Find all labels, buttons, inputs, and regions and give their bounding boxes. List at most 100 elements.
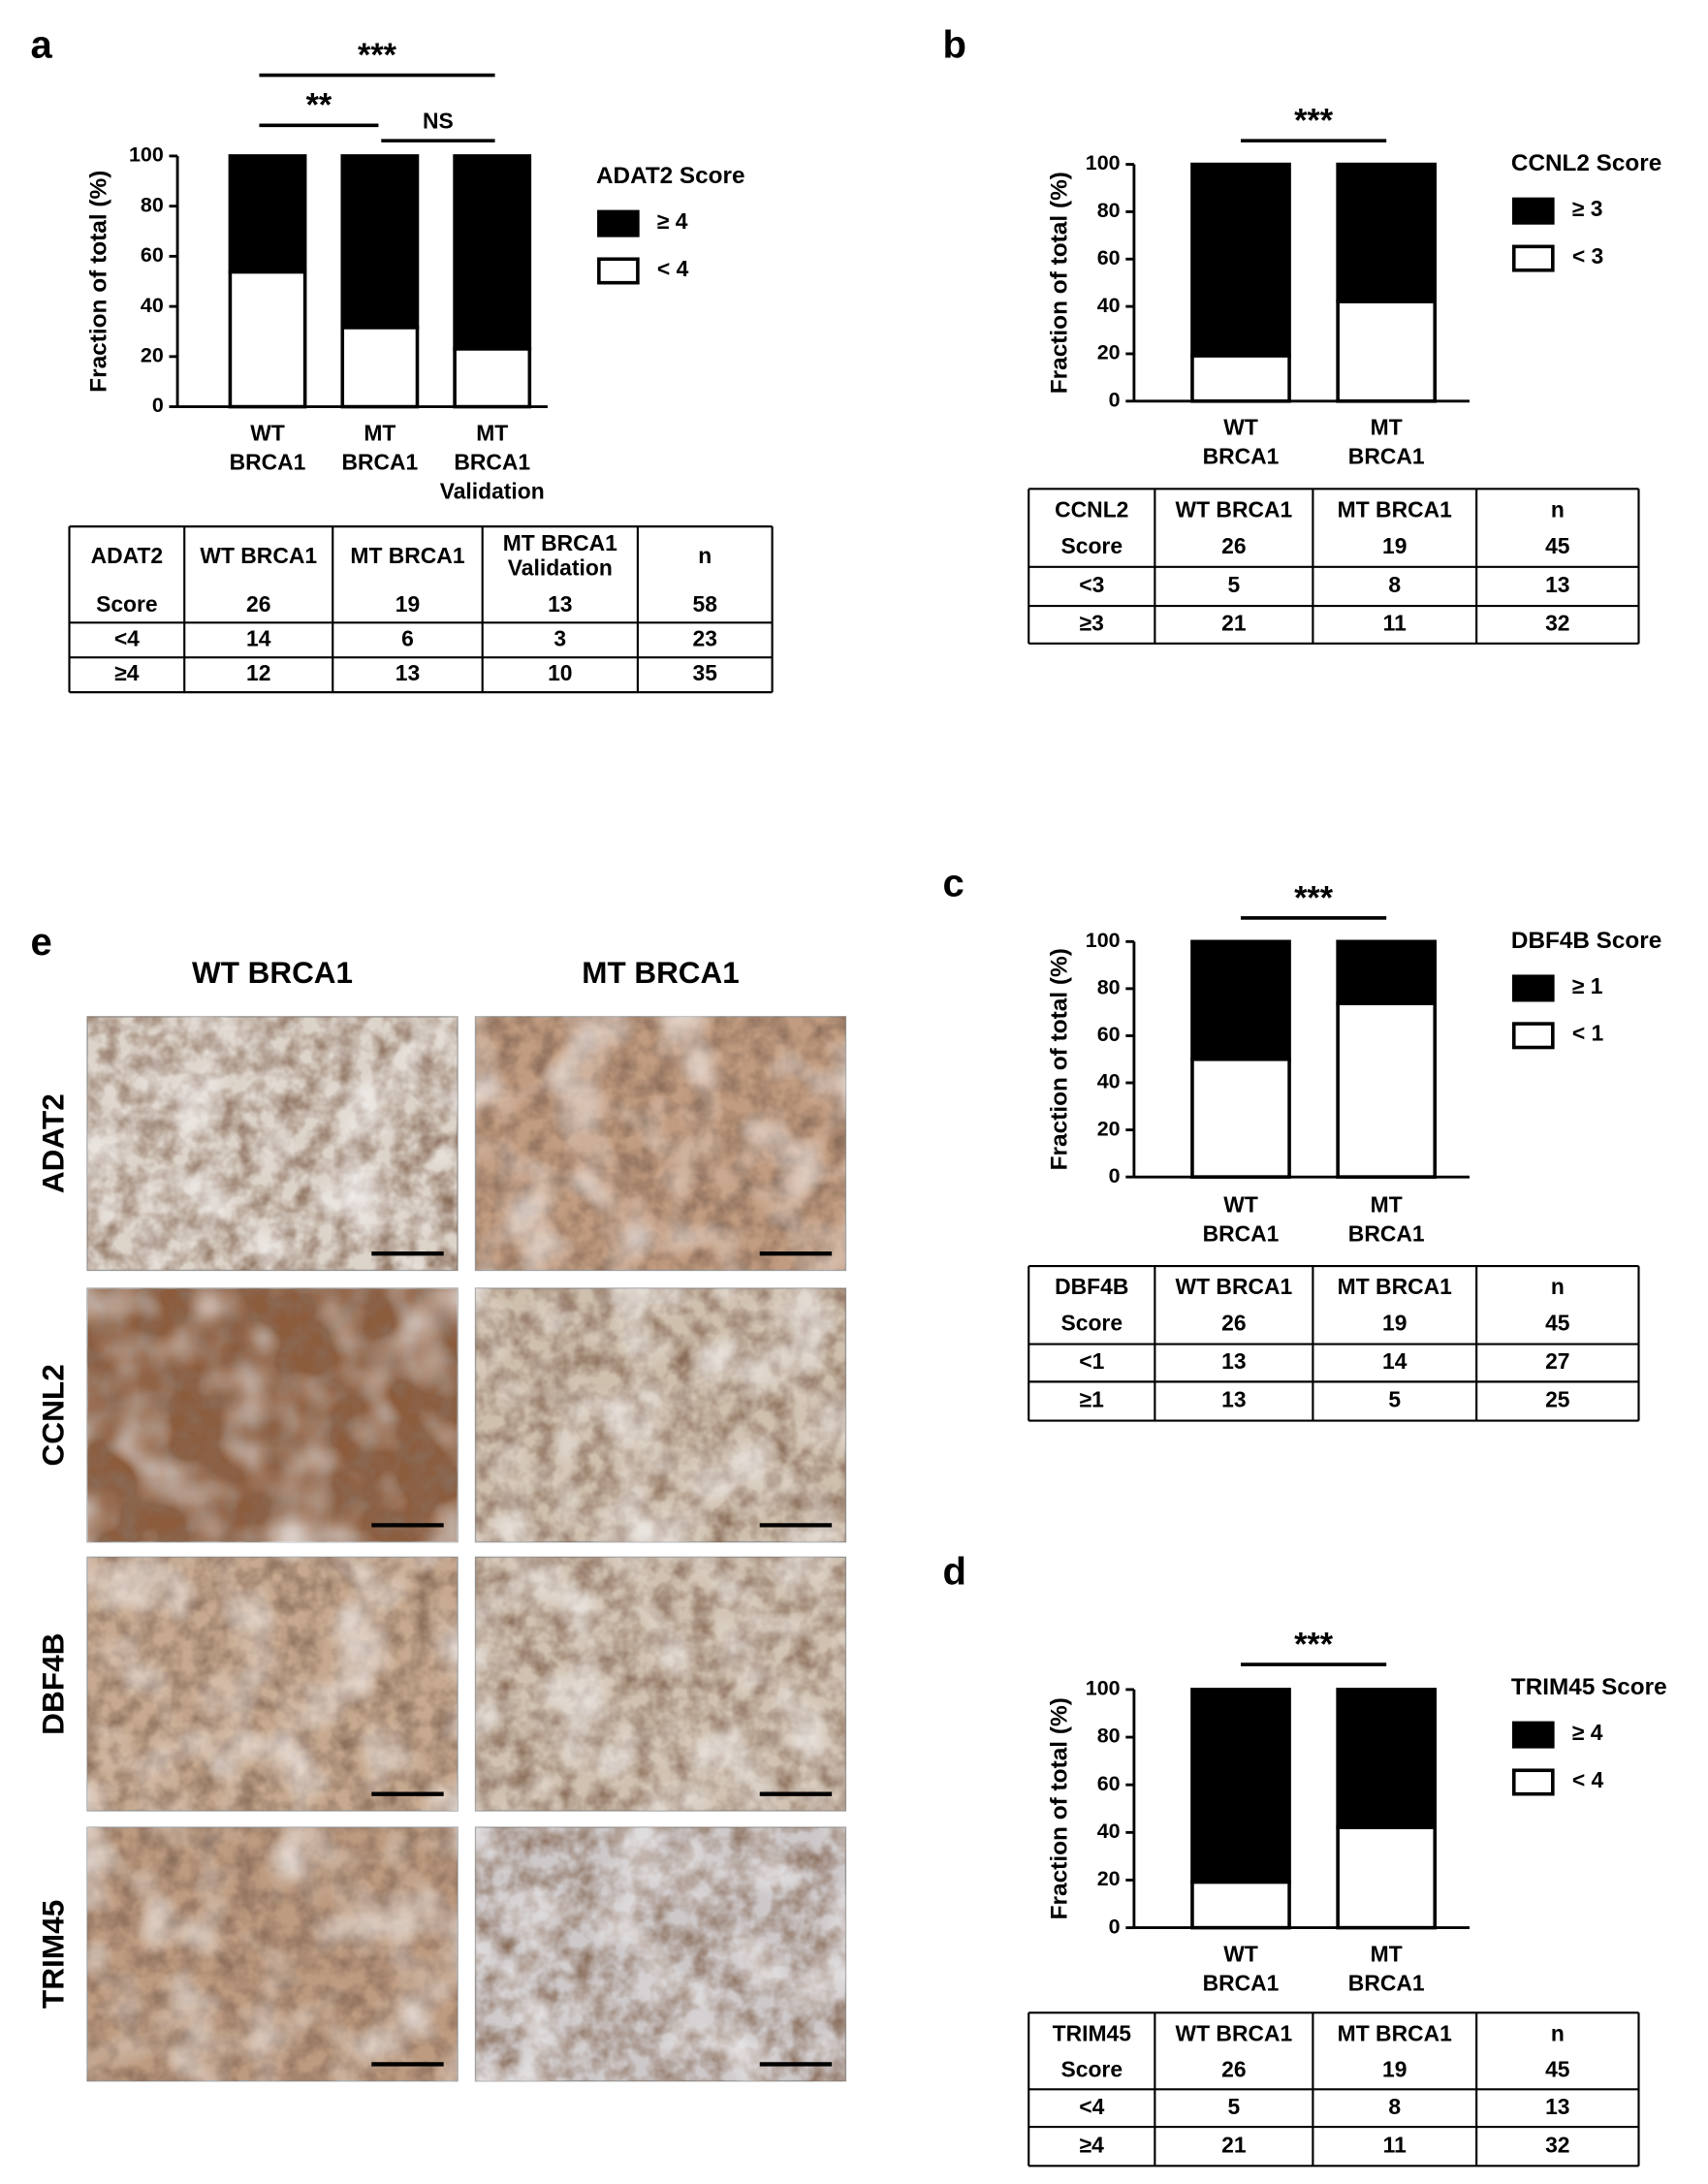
y-tick-label: 80: [141, 193, 164, 216]
legend-swatch: [597, 257, 640, 285]
bar-segment: [453, 154, 532, 351]
table-cell: 12: [246, 660, 270, 685]
bar-segment: [228, 154, 307, 274]
legend-swatch: [1511, 197, 1555, 225]
table-header: n: [698, 543, 712, 568]
table-header: WT BRCA1: [1176, 496, 1293, 522]
table-header: n: [1551, 1274, 1565, 1299]
table-cell: 14: [1382, 1348, 1408, 1374]
table-cell: 19: [1382, 2057, 1407, 2082]
significance-label: **: [306, 87, 332, 124]
micrograph-texture: [475, 1288, 846, 1542]
x-tick-label: WT BRCA1: [230, 420, 306, 474]
column-label: MT BRCA1: [582, 955, 739, 990]
table-cell: Score: [1060, 2057, 1123, 2082]
table-cell: ≥4: [114, 660, 140, 685]
y-tick-label: 40: [1097, 1070, 1121, 1093]
table-header: TRIM45: [1053, 2020, 1132, 2045]
table-header: MT BRCA1: [1338, 1274, 1452, 1299]
micrograph-texture: [475, 1827, 846, 2081]
panel-letter: a: [30, 22, 52, 66]
table-cell: 21: [1221, 610, 1247, 635]
table-cell: 11: [1383, 2132, 1407, 2157]
table-cell: Score: [1060, 533, 1123, 558]
y-tick-label: 0: [1109, 1915, 1121, 1938]
table-header: DBF4B: [1055, 1274, 1128, 1299]
table-cell: 19: [395, 591, 420, 617]
table-cell: 3: [554, 625, 566, 650]
y-axis-label: Fraction of total (%): [1047, 948, 1073, 1170]
y-tick-label: 100: [1086, 929, 1121, 952]
table-cell: 25: [1545, 1387, 1570, 1412]
y-tick-label: 60: [1097, 1023, 1121, 1046]
micrograph-texture: [87, 1557, 458, 1811]
bar-segment: [1336, 939, 1438, 1005]
table-header: MT BRCA1: [1338, 2020, 1452, 2045]
table-cell: 27: [1545, 1348, 1569, 1374]
table-cell: ≥1: [1080, 1387, 1105, 1412]
table-cell: 13: [395, 660, 420, 685]
table-cell: <4: [1079, 2094, 1104, 2119]
y-tick-label: 100: [1086, 151, 1121, 174]
y-tick-label: 0: [1109, 388, 1121, 411]
micrograph-texture: [87, 1016, 458, 1271]
table-cell: 13: [1545, 572, 1569, 597]
bar-segment: [228, 269, 307, 409]
y-tick-label: 60: [1097, 246, 1121, 269]
table-cell: 26: [246, 591, 270, 617]
significance-label: ***: [1294, 102, 1334, 139]
table-header: ADAT2: [91, 543, 164, 568]
x-tick-label: MT BRCA1: [1348, 1941, 1425, 1995]
row-label: CCNL2: [36, 1364, 71, 1466]
table-header: MT BRCA1: [350, 543, 464, 568]
bar-segment: [1190, 939, 1291, 1061]
bar-segment: [340, 326, 420, 409]
legend-swatch: [1511, 1721, 1555, 1749]
legend-label: ≥ 4: [1572, 1720, 1603, 1745]
y-tick-label: 20: [141, 343, 164, 366]
y-tick-label: 40: [141, 294, 164, 317]
x-tick-label: MT BRCA1: [1348, 1191, 1425, 1246]
bar-segment: [1336, 300, 1438, 403]
table-cell: 14: [246, 625, 271, 650]
significance-label: ***: [1294, 879, 1334, 916]
panel-letter: c: [943, 861, 965, 904]
x-tick-label: WT BRCA1: [1203, 1941, 1280, 1995]
y-tick-label: 100: [129, 143, 164, 167]
bar-segment: [1336, 162, 1438, 303]
legend-swatch: [597, 209, 640, 237]
legend-title: TRIM45 Score: [1511, 1674, 1667, 1700]
micrograph-texture: [475, 1016, 846, 1271]
bar-segment: [1190, 1688, 1291, 1884]
legend-label: ≥ 4: [657, 208, 688, 234]
panel-letter: d: [943, 1549, 966, 1593]
table-cell: 5: [1228, 2094, 1241, 2119]
table-cell: 6: [401, 625, 414, 650]
bar-segment: [453, 347, 532, 409]
bar-segment: [1336, 1688, 1438, 1829]
table-cell: 32: [1545, 2132, 1569, 2157]
table-cell: 23: [693, 625, 717, 650]
y-tick-label: 60: [1097, 1772, 1121, 1795]
legend-label: < 3: [1572, 243, 1603, 269]
y-tick-label: 20: [1097, 1117, 1121, 1140]
bar-segment: [340, 154, 420, 330]
significance-label: ***: [358, 37, 397, 74]
panel-letter: e: [30, 920, 51, 964]
table-header: n: [1551, 2020, 1565, 2045]
legend-swatch: [1511, 244, 1555, 272]
table-header: CCNL2: [1055, 496, 1128, 522]
y-axis-label: Fraction of total (%): [85, 171, 111, 393]
bar-segment: [1190, 354, 1291, 403]
micrograph-texture: [87, 1827, 458, 2081]
legend-label: ≥ 1: [1572, 973, 1603, 998]
table-cell: 45: [1545, 533, 1570, 558]
y-tick-label: 40: [1097, 1820, 1121, 1843]
row-label: DBF4B: [36, 1633, 71, 1735]
bar-segment: [1190, 1880, 1291, 1930]
y-axis-label: Fraction of total (%): [1047, 172, 1073, 394]
table-cell: 19: [1382, 1310, 1407, 1335]
table-cell: 8: [1388, 2094, 1401, 2119]
significance-label: NS: [423, 108, 454, 133]
